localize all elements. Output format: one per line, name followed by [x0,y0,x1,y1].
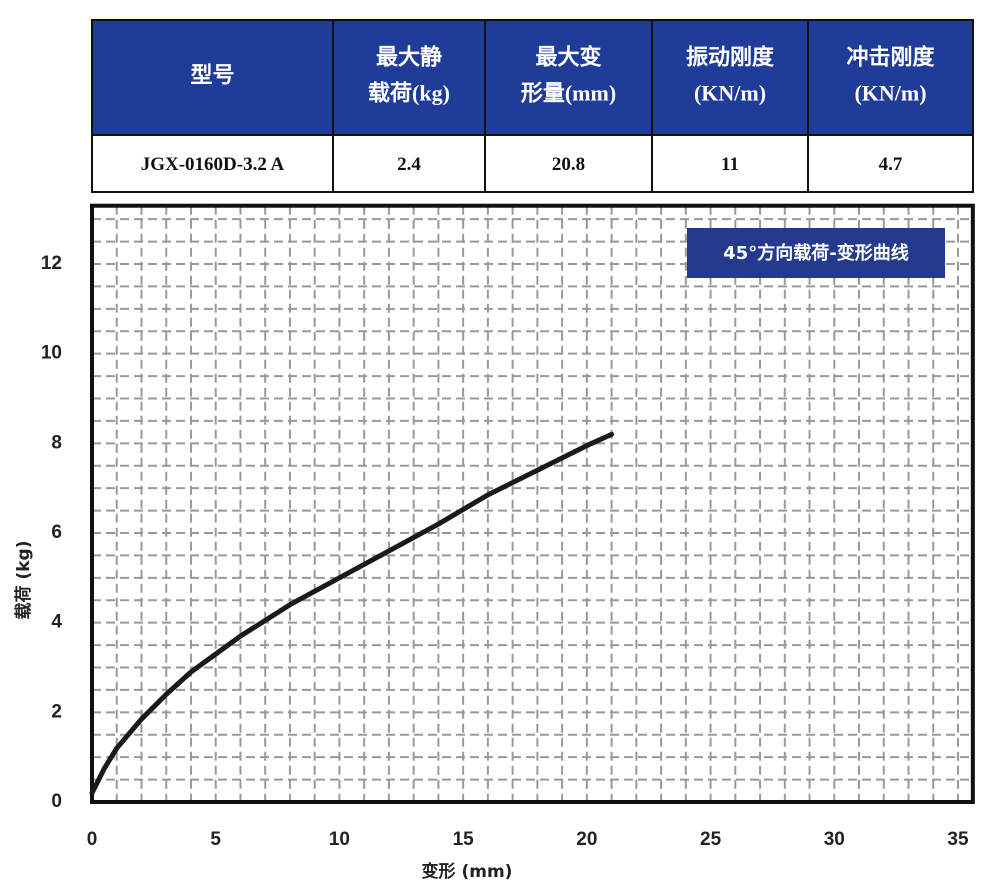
y-tick-label: 8 [51,432,62,453]
cell-text: 11 [721,154,739,175]
title-box [687,228,945,278]
x-tick-label: 0 [87,829,98,850]
y-tick-label: 10 [41,343,62,364]
y-tick-label: 2 [51,701,62,722]
header-cell [651,19,809,136]
header-cell [484,19,653,136]
plot-frame [90,203,975,804]
header-text: 最大静 [376,45,442,70]
y-tick-label: 4 [51,612,62,633]
body-cell [651,134,809,193]
header-cell [807,19,974,136]
header-text: 形量(mm) [521,81,616,106]
chart-title: 45°方向载荷-变形曲线 [723,242,909,264]
y-tick-label: 0 [51,791,62,812]
header-cell [332,19,486,136]
x-axis-label: 变形 (mm) [422,861,513,882]
y-axis-label: 载荷 (kg) [13,541,34,620]
plot-area [90,203,975,804]
x-tick-label: 25 [700,829,722,850]
y-tick-label: 6 [51,522,62,543]
body-cell [91,134,334,193]
x-tick-label: 15 [453,829,475,850]
body-cell [807,134,974,193]
cell-text: 20.8 [552,154,585,175]
header-text: 最大变 [535,45,601,70]
header-text: 型号 [190,63,234,88]
x-tick-label: 5 [210,829,221,850]
data-line [89,431,615,796]
x-tick-label: 30 [824,829,845,850]
x-tick-label: 10 [329,829,350,850]
body-cell [484,134,653,193]
x-tick-label: 20 [576,829,597,850]
body-cell [332,134,486,193]
header-text: 载荷(kg) [368,81,450,106]
header-text: 冲击刚度 [846,45,935,70]
header-text: 振动刚度 [686,45,775,70]
y-tick-label: 12 [41,253,62,274]
x-tick-label: 35 [947,829,969,850]
cell-text: 2.4 [397,154,421,175]
cell-text: 4.7 [879,154,903,175]
header-text: (KN/m) [854,81,926,106]
plot-background [92,205,973,802]
header-text: (KN/m) [694,81,766,106]
cell-text: JGX-0160D-3.2 A [141,154,285,175]
